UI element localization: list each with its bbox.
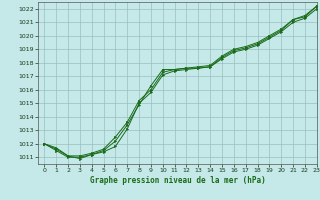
X-axis label: Graphe pression niveau de la mer (hPa): Graphe pression niveau de la mer (hPa) — [90, 176, 266, 185]
